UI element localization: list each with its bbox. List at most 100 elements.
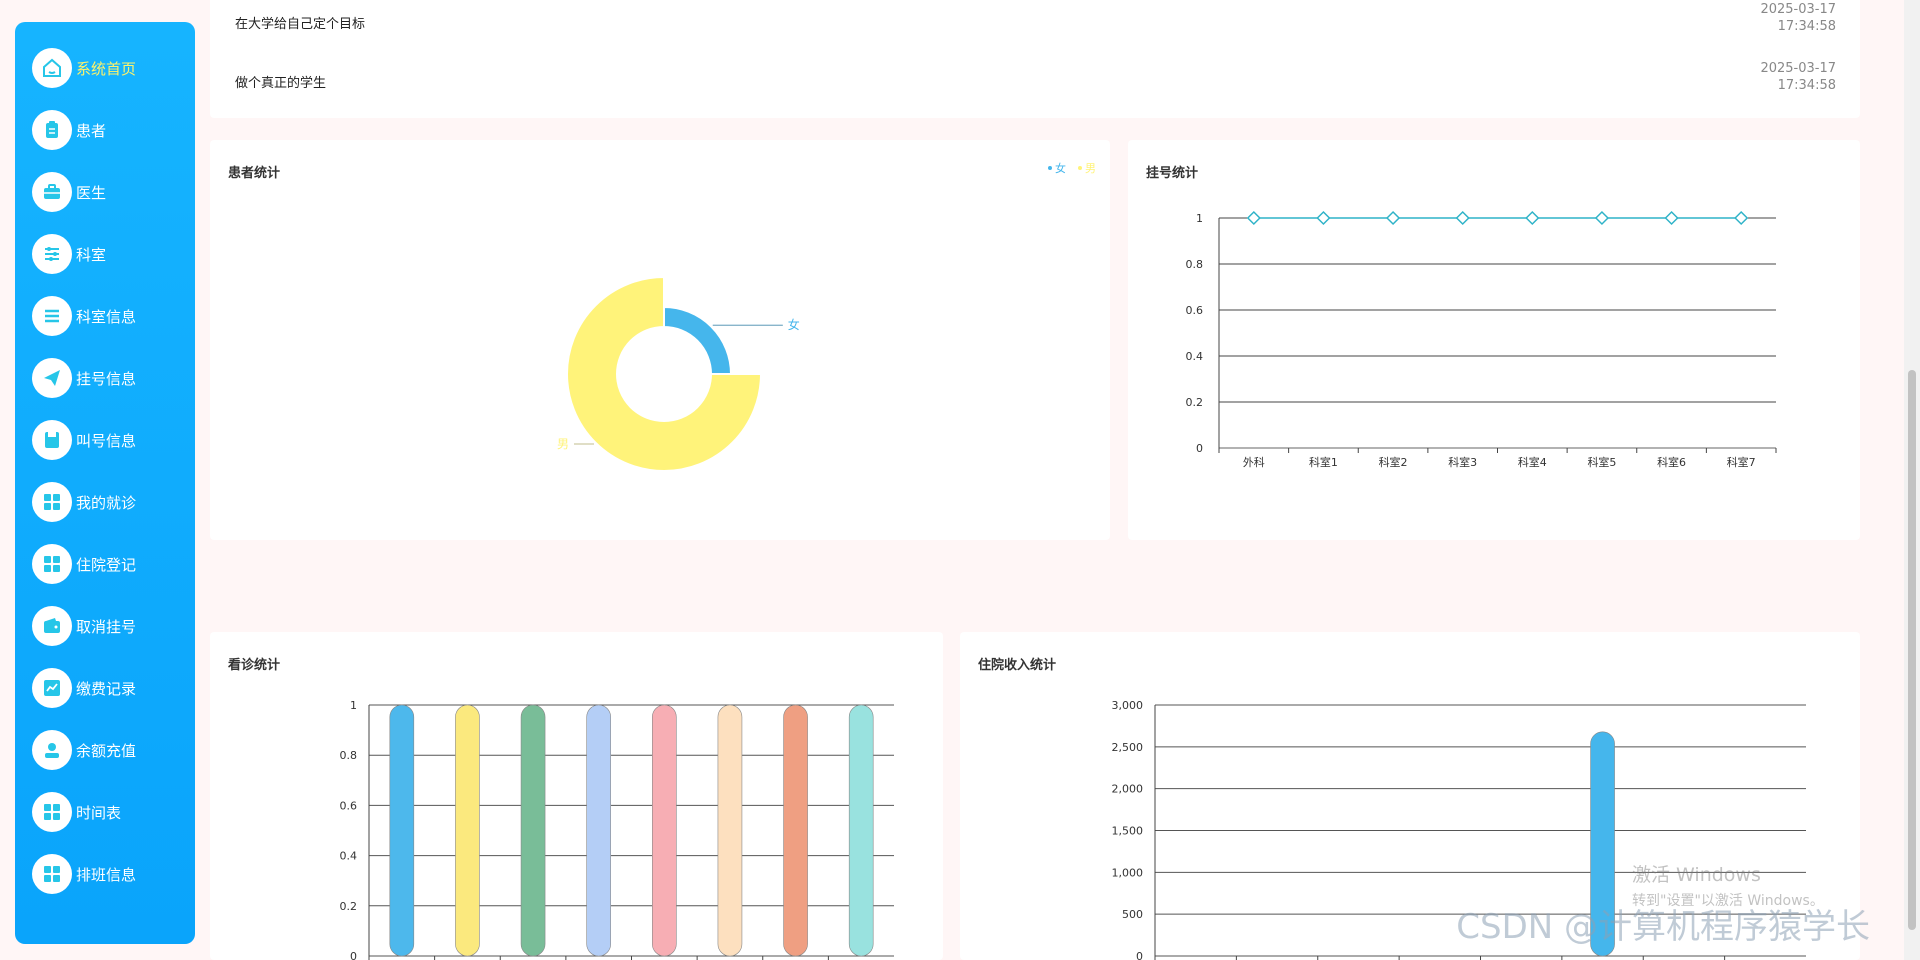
y-tick-label: 1 [350, 699, 357, 712]
list-icon [32, 296, 72, 336]
briefcase-icon [32, 172, 72, 212]
grid-icon [32, 792, 72, 832]
x-tick-label: 科室3 [1448, 455, 1477, 469]
notice-item-title[interactable]: 做个真正的学生 [235, 76, 327, 91]
sidebar-item-label: 患者 [76, 121, 107, 140]
csdn-watermark: CSDN @计算机程序猿学长 [1456, 907, 1870, 947]
grid-icon [32, 482, 72, 522]
scrollbar-thumb[interactable] [1908, 370, 1916, 930]
windows-activation-title: 激活 Windows [1632, 864, 1761, 886]
pie-label: 女 [788, 317, 800, 332]
x-tick-label: 科室1 [1309, 455, 1338, 469]
sidebar-item-label: 科室 [76, 245, 107, 264]
notice-item-clock: 17:34:58 [1777, 19, 1836, 34]
bar [783, 704, 808, 957]
bar [520, 704, 546, 957]
y-tick-label: 1 [1196, 212, 1203, 225]
y-tick-label: 500 [1122, 908, 1143, 921]
y-tick-label: 0.2 [1186, 396, 1204, 409]
home-icon [32, 48, 72, 88]
data-point [1316, 210, 1331, 226]
bar [1590, 731, 1615, 957]
patient-stats-title: 患者统计 [228, 166, 281, 181]
notice-item-date: 2025-03-17 [1760, 61, 1836, 76]
sidebar-menu: 系统首页患者医生科室科室信息挂号信息叫号信息我的就诊住院登记取消挂号缴费记录余额… [15, 22, 195, 944]
sidebar-item-label: 叫号信息 [76, 431, 137, 450]
data-point [1455, 210, 1470, 226]
visit-stats-title: 看诊统计 [228, 658, 281, 673]
data-point [1734, 210, 1749, 226]
x-tick-label: 科室6 [1657, 455, 1686, 469]
sidebar-item-label: 取消挂号 [76, 617, 137, 636]
bar [848, 704, 874, 957]
sidebar-item-label: 医生 [76, 183, 107, 202]
sidebar-item[interactable]: 挂号信息 [32, 358, 136, 398]
sidebar-item-label: 缴费记录 [76, 679, 137, 698]
sidebar-item[interactable]: 排班信息 [32, 854, 136, 894]
bar [389, 704, 415, 957]
sidebar-item-label: 我的就诊 [76, 493, 137, 512]
y-tick-label: 1,500 [1112, 825, 1144, 838]
sidebar-item[interactable]: 缴费记录 [32, 668, 136, 708]
income-stats-title: 住院收入统计 [978, 658, 1057, 673]
sidebar-item[interactable]: 医生 [32, 172, 106, 212]
user-icon [32, 730, 72, 770]
y-tick-label: 0 [1136, 950, 1143, 960]
bar [652, 704, 677, 957]
notice-item-clock: 17:34:58 [1777, 78, 1836, 93]
bar [586, 704, 611, 957]
pie-slice [566, 275, 763, 472]
visit-stats-card: 看诊统计 0 0.2 0.4 0.6 0.8 1 [210, 632, 943, 960]
data-point [1594, 210, 1609, 226]
send-icon [32, 358, 72, 398]
legend-marker [1078, 166, 1082, 170]
y-tick-label: 2,500 [1112, 741, 1144, 754]
sidebar-item[interactable]: 取消挂号 [32, 606, 136, 646]
sidebar-item-label: 余额充值 [76, 741, 137, 760]
y-tick-label: 0.4 [1186, 350, 1204, 363]
grid-icon [32, 854, 72, 894]
windows-activation-subtitle: 转到"设置"以激活 Windows。 [1632, 893, 1824, 909]
bar [717, 704, 743, 957]
sidebar-item[interactable]: 时间表 [32, 792, 121, 832]
bar [455, 704, 480, 957]
save-icon [32, 420, 72, 460]
legend-label: 女 [1055, 161, 1066, 175]
data-point [1664, 210, 1679, 226]
notice-item-time: 2025-03-17 17:34:58 [1696, 1, 1836, 35]
sidebar-item[interactable]: 我的就诊 [32, 482, 136, 522]
y-tick-label: 0.6 [340, 799, 358, 812]
x-tick-label: 科室5 [1587, 455, 1616, 469]
sidebar-item[interactable]: 余额充值 [32, 730, 136, 770]
notice-item-title[interactable]: 在大学给自己定个目标 [235, 17, 366, 32]
y-tick-label: 0.2 [340, 900, 358, 913]
data-point [1246, 210, 1261, 226]
y-tick-label: 0.6 [1186, 304, 1204, 317]
y-tick-label: 0 [350, 950, 357, 960]
notice-item-date: 2025-03-17 [1760, 2, 1836, 17]
pie-slice [663, 305, 733, 375]
income-bar-chart: 0 500 1,000 1,500 2,000 2,500 3,000 [1112, 699, 1806, 960]
sidebar-item[interactable]: 科室信息 [32, 296, 136, 336]
data-point [1386, 210, 1401, 226]
x-tick-label: 科室7 [1727, 455, 1756, 469]
sidebar-item[interactable]: 叫号信息 [32, 420, 136, 460]
sidebar-item[interactable]: 系统首页 [32, 48, 136, 88]
sidebar-item-label: 排班信息 [76, 865, 137, 884]
y-tick-label: 0.8 [340, 749, 358, 762]
income-stats-card: 住院收入统计 0 500 1,000 1,500 2,000 2,500 3,000 [960, 632, 1860, 960]
data-point [1525, 210, 1540, 226]
chart-icon [32, 668, 72, 708]
sidebar-item-label: 住院登记 [76, 555, 137, 574]
notice-list-card [210, 0, 1860, 118]
sliders-icon [32, 234, 72, 274]
sidebar-item[interactable]: 住院登记 [32, 544, 136, 584]
sidebar-item[interactable]: 科室 [32, 234, 106, 274]
page-scrollbar[interactable] [1904, 0, 1920, 960]
pie-label: 男 [557, 437, 569, 451]
windows-activation-notice: 激活 Windows 转到"设置"以激活 Windows。 [1632, 862, 1824, 914]
y-tick-label: 0.4 [340, 850, 358, 863]
sidebar-item[interactable]: 患者 [32, 110, 106, 150]
sidebar-item-label: 科室信息 [76, 307, 137, 326]
x-tick-label: 科室4 [1518, 455, 1547, 469]
